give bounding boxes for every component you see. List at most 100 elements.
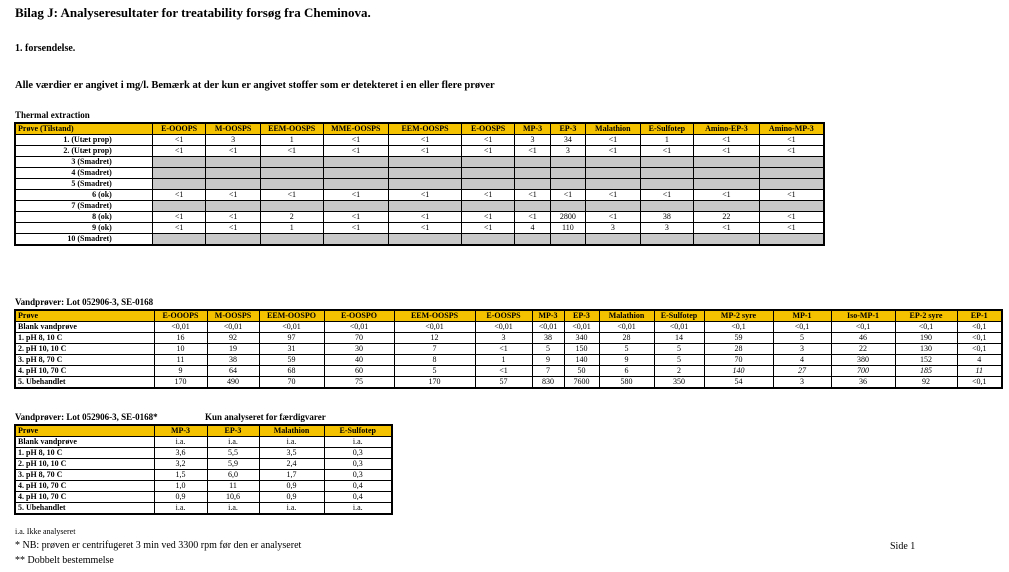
column-header: EP-3 bbox=[206, 424, 260, 437]
table-cell: 0,3 bbox=[323, 447, 393, 459]
table-cell: <0,01 bbox=[653, 321, 705, 333]
table-cell: 3 bbox=[639, 222, 695, 234]
table-cell bbox=[151, 233, 207, 246]
table-cell: 9 bbox=[153, 365, 208, 377]
water1-table: Prøve E-OOOPS M-OOSPS EEM-OOSPO E-OOSPO EEM-O… bbox=[14, 309, 1003, 389]
table-cell: <1 bbox=[205, 222, 261, 234]
table-cell: 1 bbox=[259, 134, 324, 146]
table-cell: 5 bbox=[531, 343, 565, 355]
table-cell: <1 bbox=[758, 222, 825, 234]
table-cell bbox=[514, 167, 551, 179]
table-cell: <1 bbox=[205, 211, 261, 223]
table-cell: <1 bbox=[693, 189, 760, 201]
table-cell: <1 bbox=[474, 365, 533, 377]
column-header: E-OOSPO bbox=[323, 309, 395, 322]
table-cell: <1 bbox=[151, 134, 207, 146]
table-cell: 6,0 bbox=[206, 469, 260, 481]
row-label: 5. Ubehandlet bbox=[14, 376, 155, 389]
table-cell bbox=[151, 156, 207, 168]
table-cell: <1 bbox=[693, 222, 760, 234]
thermal-caption: Thermal extraction bbox=[15, 110, 90, 120]
table-cell: 3 bbox=[514, 134, 551, 146]
column-header: Iso-MP-1 bbox=[830, 309, 896, 322]
table-cell: 36 bbox=[830, 376, 896, 389]
table-cell: <0,01 bbox=[474, 321, 533, 333]
table-row: 3 (Smadret) bbox=[14, 156, 825, 168]
table-cell: 60 bbox=[323, 365, 395, 377]
table-cell bbox=[758, 233, 825, 246]
table-cell: <1 bbox=[460, 189, 516, 201]
row-label: 5. Ubehandlet bbox=[14, 502, 155, 515]
table-cell bbox=[259, 233, 324, 246]
table-row: 10 (Smadret) bbox=[14, 233, 825, 246]
row-label: 4. pH 10, 70 C bbox=[14, 491, 155, 503]
table-cell: <0,1 bbox=[956, 332, 1003, 344]
table-cell: i.a. bbox=[153, 502, 208, 515]
table-cell: 3 bbox=[205, 134, 261, 146]
row-label: 6 (ok) bbox=[14, 189, 153, 201]
table-cell: <1 bbox=[585, 211, 641, 223]
table-cell bbox=[322, 233, 390, 246]
table-cell: 3 bbox=[772, 376, 832, 389]
table-cell: 70 bbox=[323, 332, 395, 344]
water2-table: Prøve MP-3 EP-3 Malathion E-Sulfotep Blank v… bbox=[14, 424, 393, 515]
row-label: 1. pH 8, 10 C bbox=[14, 332, 155, 344]
table-cell: 38 bbox=[639, 211, 695, 223]
row-label: 3 (Smadret) bbox=[14, 156, 153, 168]
table-cell bbox=[585, 178, 641, 190]
table-cell: 6 bbox=[598, 365, 655, 377]
table-cell: <1 bbox=[259, 145, 324, 157]
table-cell: 40 bbox=[323, 354, 395, 366]
table-cell: <1 bbox=[151, 211, 207, 223]
table-cell: 7 bbox=[531, 365, 565, 377]
table-cell: <1 bbox=[549, 189, 587, 201]
table-cell: <1 bbox=[758, 189, 825, 201]
table-cell: <0,1 bbox=[956, 343, 1003, 355]
table-cell: 1,0 bbox=[153, 480, 208, 492]
table-cell bbox=[549, 156, 587, 168]
column-header: Amino-EP-3 bbox=[693, 122, 760, 135]
table-cell: <0,01 bbox=[563, 321, 600, 333]
table-cell: 140 bbox=[703, 365, 774, 377]
water2-caption: Vandprøver: Lot 052906-3, SE-0168* bbox=[15, 412, 158, 422]
table-cell: 10 bbox=[153, 343, 208, 355]
table-cell: 5 bbox=[653, 354, 705, 366]
table-row: 8 (ok) <1 <1 2 <1 <1 <1 <1 2800 <1 38 22 <1 bbox=[14, 211, 825, 223]
table-cell: 22 bbox=[830, 343, 896, 355]
table-cell: <1 bbox=[322, 145, 390, 157]
table-cell: 1 bbox=[259, 222, 324, 234]
column-header: MP-3 bbox=[531, 309, 565, 322]
row-label: 2. pH 10, 10 C bbox=[14, 343, 155, 355]
table-cell bbox=[388, 233, 462, 246]
table-cell: i.a. bbox=[258, 502, 325, 515]
column-header: Amino-MP-3 bbox=[758, 122, 825, 135]
row-label: 4 (Smadret) bbox=[14, 167, 153, 179]
table-cell bbox=[549, 178, 587, 190]
column-header: MP-3 bbox=[514, 122, 551, 135]
table-cell: 2,4 bbox=[258, 458, 325, 470]
table-cell: 5 bbox=[653, 343, 705, 355]
table-cell bbox=[259, 167, 324, 179]
table-cell: 5,5 bbox=[206, 447, 260, 459]
table-cell bbox=[639, 200, 695, 212]
table-cell: <0,01 bbox=[258, 321, 325, 333]
table-cell: 185 bbox=[894, 365, 958, 377]
row-label: 3. pH 8, 70 C bbox=[14, 354, 155, 366]
column-header: E-OOOPS bbox=[153, 309, 208, 322]
table-cell: 5,9 bbox=[206, 458, 260, 470]
column-header: E-Sulfotep bbox=[639, 122, 695, 135]
table-cell: <1 bbox=[514, 211, 551, 223]
table-cell: <0,01 bbox=[531, 321, 565, 333]
table-row: Blank vandprøve i.a. i.a. i.a. i.a. bbox=[14, 436, 393, 448]
table-cell: 380 bbox=[830, 354, 896, 366]
table-cell: <0,1 bbox=[772, 321, 832, 333]
table-row: Blank vandprøve <0,01 <0,01 <0,01 <0,01 <0,01… bbox=[14, 321, 1003, 333]
table-row: 6 (ok) <1 <1 <1 <1 <1 <1 <1 <1 <1 <1 <1 <1 bbox=[14, 189, 825, 201]
table-cell: 75 bbox=[323, 376, 395, 389]
row-label: 5 (Smadret) bbox=[14, 178, 153, 190]
column-header: MP-1 bbox=[772, 309, 832, 322]
table-cell: 14 bbox=[653, 332, 705, 344]
table-row: 2. (Utæt prop) <1 <1 <1 <1 <1 <1 <1 3 <1 <1 <1 <1 bbox=[14, 145, 825, 157]
column-header: E-OOSPS bbox=[474, 309, 533, 322]
table-cell: 28 bbox=[598, 332, 655, 344]
